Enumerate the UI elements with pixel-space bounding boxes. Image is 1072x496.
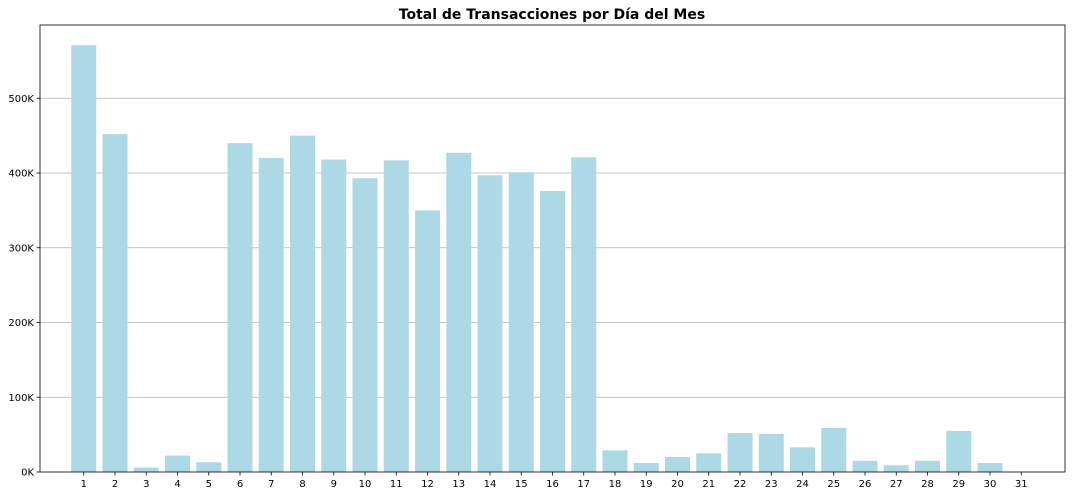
bar-day-20 bbox=[665, 457, 690, 472]
bar-day-4 bbox=[165, 455, 190, 472]
y-tick-label: 500K bbox=[8, 94, 34, 105]
bar-day-29 bbox=[946, 430, 972, 472]
x-tick-label: 19 bbox=[640, 479, 653, 490]
x-tick-label: 28 bbox=[921, 479, 934, 490]
bar-day-21 bbox=[696, 453, 722, 472]
x-tick-label: 13 bbox=[452, 479, 465, 490]
x-tick-label: 2 bbox=[112, 479, 118, 490]
x-tick-label: 16 bbox=[546, 479, 559, 490]
bar-day-22 bbox=[727, 433, 753, 472]
x-tick-label: 17 bbox=[577, 479, 590, 490]
bar-day-16 bbox=[540, 190, 565, 472]
bars bbox=[71, 45, 1003, 472]
y-tick-label: 200K bbox=[8, 318, 34, 329]
y-tick-label: 0K bbox=[21, 468, 34, 479]
x-tick-label: 14 bbox=[484, 479, 497, 490]
x-tick-label: 25 bbox=[827, 479, 840, 490]
x-tick-label: 27 bbox=[890, 479, 903, 490]
y-tick-label: 100K bbox=[8, 393, 34, 404]
chart-title: Total de Transacciones por Día del Mes bbox=[399, 7, 705, 23]
x-tick-label: 8 bbox=[299, 479, 305, 490]
x-tick-label: 24 bbox=[796, 479, 809, 490]
x-axis-ticks: 1 2 3 4 5 6 7 8 9 10 11 12 13 14 15 16 17 18 19 20 21 22 23 24 2… bbox=[81, 472, 1028, 490]
x-tick-label: 12 bbox=[421, 479, 434, 490]
y-tick-label: 300K bbox=[8, 243, 34, 254]
bar-day-25 bbox=[821, 427, 847, 472]
y-axis-ticks: 0K 100K 200K 300K 400K 500K bbox=[8, 94, 40, 479]
x-tick-label: 6 bbox=[237, 479, 243, 490]
x-tick-label: 11 bbox=[390, 479, 403, 490]
bar-day-24 bbox=[790, 447, 815, 472]
bar-day-2 bbox=[102, 134, 128, 472]
bar-day-6 bbox=[227, 143, 253, 472]
x-tick-label: 26 bbox=[859, 479, 872, 490]
bar-day-15 bbox=[508, 172, 534, 472]
x-tick-label: 20 bbox=[671, 479, 684, 490]
x-tick-label: 9 bbox=[331, 479, 337, 490]
x-tick-label: 21 bbox=[702, 479, 715, 490]
x-tick-label: 3 bbox=[143, 479, 149, 490]
bar-day-18 bbox=[602, 450, 628, 472]
x-tick-label: 30 bbox=[984, 479, 997, 490]
y-tick-label: 400K bbox=[8, 169, 34, 180]
bar-day-11 bbox=[383, 160, 409, 472]
x-tick-label: 18 bbox=[609, 479, 622, 490]
x-tick-label: 4 bbox=[174, 479, 180, 490]
bar-day-23 bbox=[758, 433, 784, 472]
bar-day-14 bbox=[477, 175, 503, 472]
x-tick-label: 22 bbox=[734, 479, 747, 490]
bar-day-27 bbox=[883, 465, 909, 472]
bar-day-26 bbox=[852, 460, 878, 472]
x-tick-label: 5 bbox=[206, 479, 212, 490]
bar-day-19 bbox=[633, 463, 659, 472]
x-tick-label: 15 bbox=[515, 479, 528, 490]
bar-day-12 bbox=[415, 210, 440, 472]
x-tick-label: 31 bbox=[1015, 479, 1028, 490]
x-tick-label: 7 bbox=[268, 479, 274, 490]
bar-day-30 bbox=[977, 463, 1003, 472]
x-tick-label: 1 bbox=[81, 479, 87, 490]
bar-day-1 bbox=[71, 45, 97, 472]
bar-day-3 bbox=[133, 467, 159, 472]
bar-day-8 bbox=[290, 135, 315, 472]
x-tick-label: 23 bbox=[765, 479, 778, 490]
bar-day-9 bbox=[321, 159, 347, 472]
x-tick-label: 29 bbox=[952, 479, 965, 490]
bar-day-5 bbox=[196, 462, 222, 472]
bar-day-17 bbox=[571, 157, 597, 472]
bar-day-13 bbox=[446, 152, 472, 472]
x-tick-label: 10 bbox=[359, 479, 372, 490]
bar-day-10 bbox=[352, 178, 378, 472]
bar-day-7 bbox=[258, 158, 284, 472]
bar-day-28 bbox=[915, 460, 940, 472]
